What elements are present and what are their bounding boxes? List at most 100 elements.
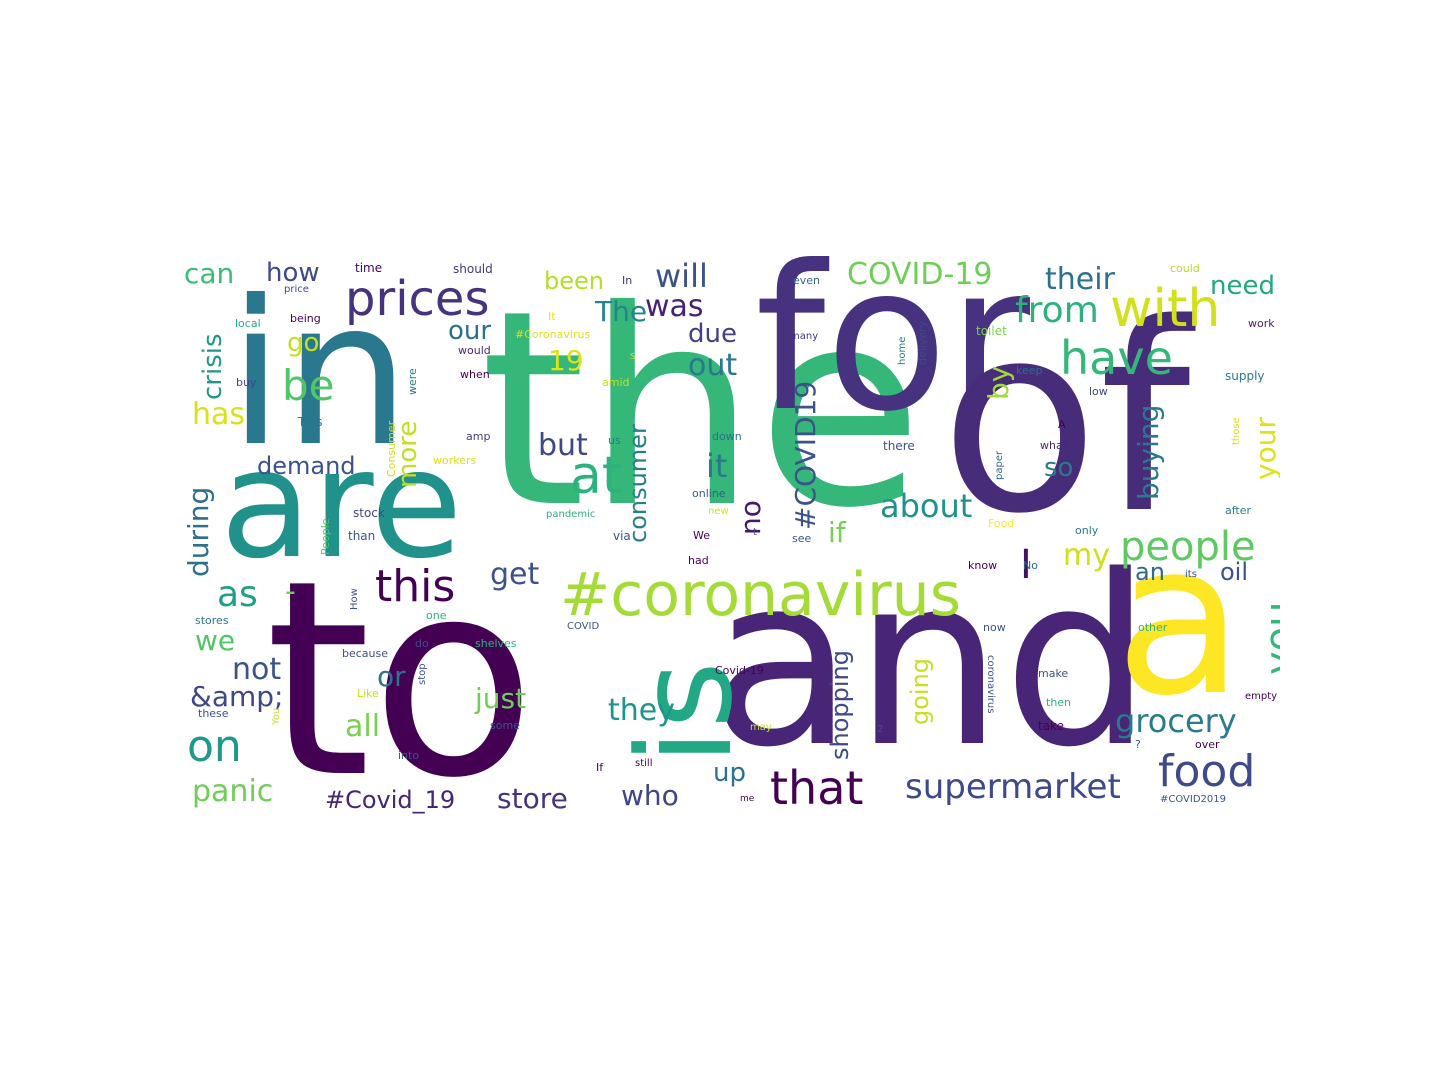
word: so [1044, 453, 1074, 483]
word: #Coronavirus [515, 328, 591, 341]
word: workers [433, 454, 477, 467]
word: #coronavirus [560, 560, 961, 630]
word: on [187, 721, 242, 772]
word: shopping [826, 650, 854, 760]
word: now [983, 621, 1006, 634]
word: If [596, 761, 604, 774]
word: if [828, 516, 846, 549]
word: that [770, 761, 864, 815]
word: How [349, 588, 360, 610]
word: a [1115, 497, 1244, 742]
word: has [192, 397, 246, 432]
word: of [940, 269, 1191, 571]
word: empty [1245, 691, 1278, 702]
word: over [1195, 738, 1220, 751]
word: food [1158, 746, 1256, 797]
word: You [271, 707, 282, 725]
word: my [1063, 538, 1110, 573]
word: other [1138, 621, 1168, 634]
word: down [712, 430, 742, 443]
word: after [1225, 504, 1252, 517]
word: you [1257, 601, 1280, 676]
word: up [713, 758, 746, 788]
word: at [570, 446, 623, 506]
word: me [740, 794, 755, 804]
word: panic [192, 774, 274, 809]
word: s [630, 349, 636, 362]
word: pandemic [546, 509, 596, 520]
word: Consumer [385, 420, 398, 477]
word: with [1110, 279, 1221, 339]
word: those [1231, 417, 1242, 445]
word: due [688, 319, 737, 349]
word: do [415, 637, 429, 650]
word: into [398, 749, 420, 762]
word: home [897, 336, 908, 365]
word: get [490, 557, 540, 592]
word: stop [417, 663, 428, 685]
word: Like [357, 687, 379, 700]
word-cloud: the in for of are to and a is #coronavirus prices w… [180, 255, 1280, 815]
word: it [706, 447, 728, 485]
word: should [453, 262, 493, 276]
word: via [613, 529, 631, 543]
word: go [287, 328, 320, 358]
word: these [198, 707, 229, 720]
word: Food [988, 517, 1015, 530]
word: online [692, 487, 726, 500]
word: one [426, 609, 447, 622]
word: In [622, 274, 633, 287]
word: demand [257, 452, 356, 480]
word: and [710, 526, 1153, 799]
word: We [693, 529, 710, 542]
word: for [755, 255, 1030, 456]
word: amid [602, 376, 630, 389]
word: - [285, 574, 296, 609]
word: COVID-19 [847, 257, 993, 292]
word: its [1185, 569, 1197, 580]
word: still [635, 758, 653, 769]
word: know [968, 559, 998, 572]
word: buy [236, 376, 257, 389]
word: their [1045, 262, 1115, 297]
word: there [883, 439, 915, 453]
word: being [290, 312, 321, 325]
word: people [1120, 524, 1256, 570]
word: t [753, 527, 757, 538]
word: more [393, 420, 423, 488]
word: just [475, 682, 527, 715]
word: delivery [916, 320, 929, 365]
word: need [1210, 271, 1275, 301]
word: no [734, 500, 767, 535]
word: how [266, 258, 320, 288]
word: during [182, 486, 215, 577]
word: No [1023, 559, 1038, 572]
word: The [595, 295, 648, 328]
word: were [406, 368, 419, 395]
word: all [345, 709, 381, 744]
word: stores [195, 614, 229, 627]
word: #Covid_19 [325, 786, 456, 814]
word: going [906, 657, 934, 725]
word: work [1248, 317, 1275, 330]
word: keep [1016, 364, 1043, 377]
word: had [688, 554, 709, 567]
word: People [319, 518, 332, 555]
word: our [448, 316, 492, 346]
word: new [708, 506, 729, 517]
word: what [1040, 439, 1068, 452]
word: some [490, 719, 520, 732]
word: will [655, 257, 708, 295]
word: because [342, 647, 389, 660]
word: Covid-19 [715, 664, 764, 677]
word: supply [1225, 369, 1265, 383]
word: consumer [624, 424, 652, 543]
word: low [1089, 385, 1108, 398]
word: when [460, 368, 490, 381]
word: we [195, 624, 236, 657]
word: as [217, 574, 258, 615]
word: toilet [976, 324, 1007, 338]
word: crisis [198, 333, 228, 400]
word: are [220, 418, 463, 592]
word: have [1060, 331, 1173, 385]
